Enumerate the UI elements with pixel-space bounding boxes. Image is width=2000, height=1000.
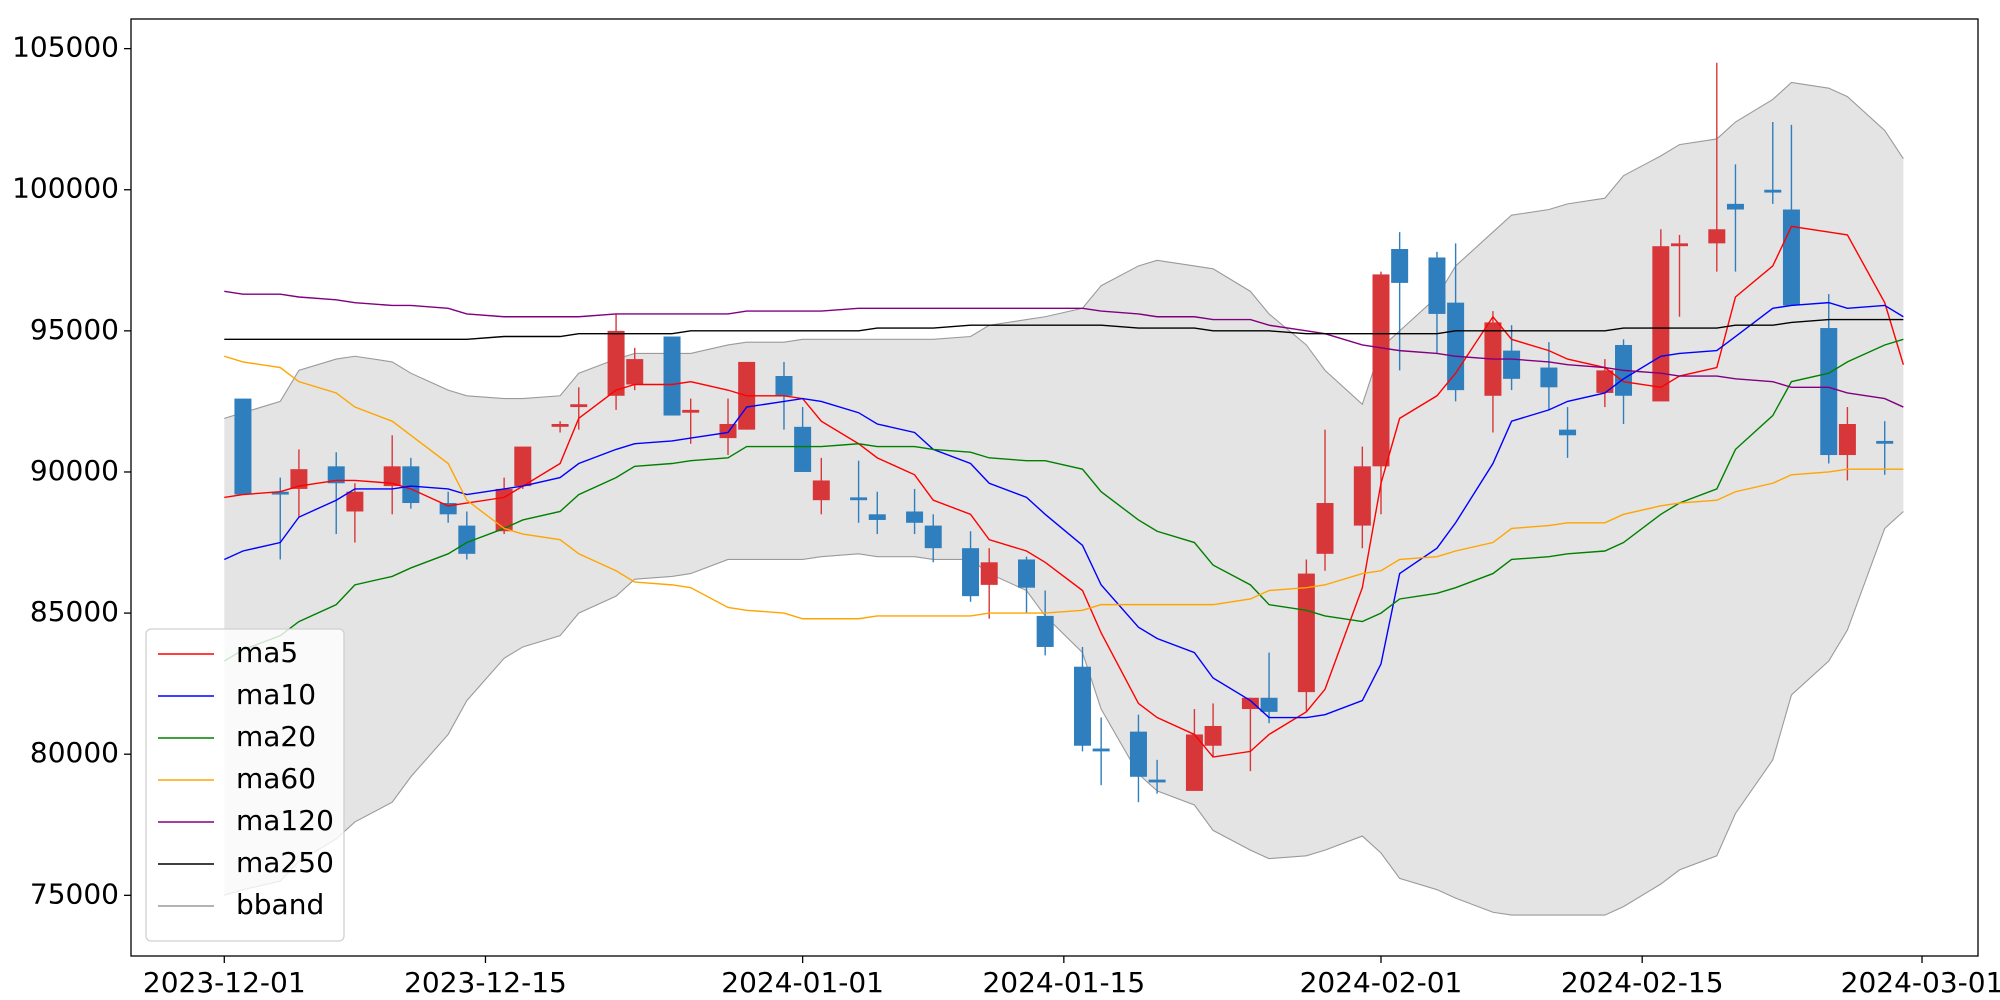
candle-body <box>1820 328 1838 456</box>
candle-body <box>1447 302 1465 391</box>
plot-area <box>223 62 1905 916</box>
candle-body <box>1297 573 1315 693</box>
x-tick-label: 2024-01-01 <box>721 966 884 999</box>
candle-body <box>1782 209 1800 306</box>
candle-body <box>458 525 476 554</box>
candle-body <box>924 525 942 549</box>
y-tick-label: 85000 <box>30 595 119 628</box>
x-tick-label: 2024-01-15 <box>982 966 1145 999</box>
candle-body <box>607 330 625 396</box>
ma-line <box>223 301 1904 719</box>
candle-body <box>1540 367 1558 388</box>
candle-body <box>1073 666 1091 746</box>
candle-body <box>812 480 830 501</box>
candle-body <box>1241 697 1259 710</box>
candle-body <box>1652 246 1670 402</box>
candle-body <box>850 497 868 501</box>
candle-body <box>868 514 886 520</box>
candle-body <box>271 491 289 495</box>
candle-body <box>439 503 457 515</box>
candle-body <box>980 562 998 585</box>
candle-body <box>962 548 980 597</box>
x-tick-label: 2024-02-15 <box>1561 966 1724 999</box>
bband-fill <box>224 82 1904 916</box>
candle-body <box>1428 257 1446 314</box>
x-tick-label: 2024-03-01 <box>1841 966 2000 999</box>
candle-body <box>794 426 812 472</box>
legend-label: ma10 <box>236 678 316 711</box>
ma-line <box>224 225 1905 758</box>
ma-line <box>224 318 1904 341</box>
legend-box <box>145 628 345 942</box>
candle-body <box>346 491 364 512</box>
legend-label: bband <box>236 888 324 921</box>
candle-body <box>1185 734 1203 791</box>
y-tick-label: 75000 <box>30 877 119 910</box>
candle-body <box>1372 274 1390 467</box>
candle-body <box>1316 503 1334 554</box>
y-tick-label: 80000 <box>30 736 119 769</box>
candle-body <box>383 466 401 487</box>
ma-line <box>223 338 1904 662</box>
axes-frame <box>130 18 1979 957</box>
bband-upper <box>224 81 1904 419</box>
candle-body <box>1726 203 1744 210</box>
candle-body <box>663 336 681 416</box>
candle-body <box>1670 243 1688 247</box>
candle-body <box>1092 748 1110 752</box>
y-tick-label: 100000 <box>12 172 119 205</box>
y-tick-label: 90000 <box>30 454 119 487</box>
candle-body <box>626 359 644 385</box>
candle-body <box>234 398 252 495</box>
bband-lower <box>224 511 1904 916</box>
x-tick-label: 2023-12-01 <box>143 966 306 999</box>
candle-body <box>290 469 308 489</box>
candle-body <box>1036 615 1054 647</box>
candle-body <box>719 423 737 439</box>
candle-body <box>1148 779 1166 783</box>
legend-label: ma60 <box>236 762 316 795</box>
candle-body <box>1876 440 1894 444</box>
candle-body <box>1596 370 1614 393</box>
candle-body <box>1503 350 1521 379</box>
ma-line <box>224 355 1904 620</box>
candle-body <box>1129 731 1147 777</box>
ma-line <box>224 290 1904 408</box>
candle-body <box>402 466 420 504</box>
candle-body <box>1391 249 1409 283</box>
legend-label: ma120 <box>236 804 334 837</box>
candle-body <box>1353 466 1371 526</box>
candle-body <box>570 404 588 408</box>
y-tick-label: 105000 <box>12 31 119 64</box>
candle-body <box>1204 725 1222 746</box>
candle-body <box>906 511 924 523</box>
candle-body <box>1018 559 1036 588</box>
candle-body <box>495 488 513 532</box>
legend-label: ma20 <box>236 720 316 753</box>
legend-label: ma250 <box>236 846 334 879</box>
candle-body <box>327 466 345 484</box>
candle-body <box>1764 189 1782 193</box>
candle-body <box>775 376 793 396</box>
candle-body <box>1708 229 1726 244</box>
legend-label: ma5 <box>236 636 298 669</box>
x-tick-label: 2023-12-15 <box>404 966 567 999</box>
candle-body <box>682 409 700 413</box>
candle-body <box>551 423 569 427</box>
x-tick-label: 2024-02-01 <box>1300 966 1463 999</box>
candle-body <box>514 446 532 487</box>
candle-body <box>1260 697 1278 712</box>
candle-body <box>1838 423 1856 456</box>
y-tick-label: 95000 <box>30 313 119 346</box>
candle-body <box>1559 429 1577 436</box>
